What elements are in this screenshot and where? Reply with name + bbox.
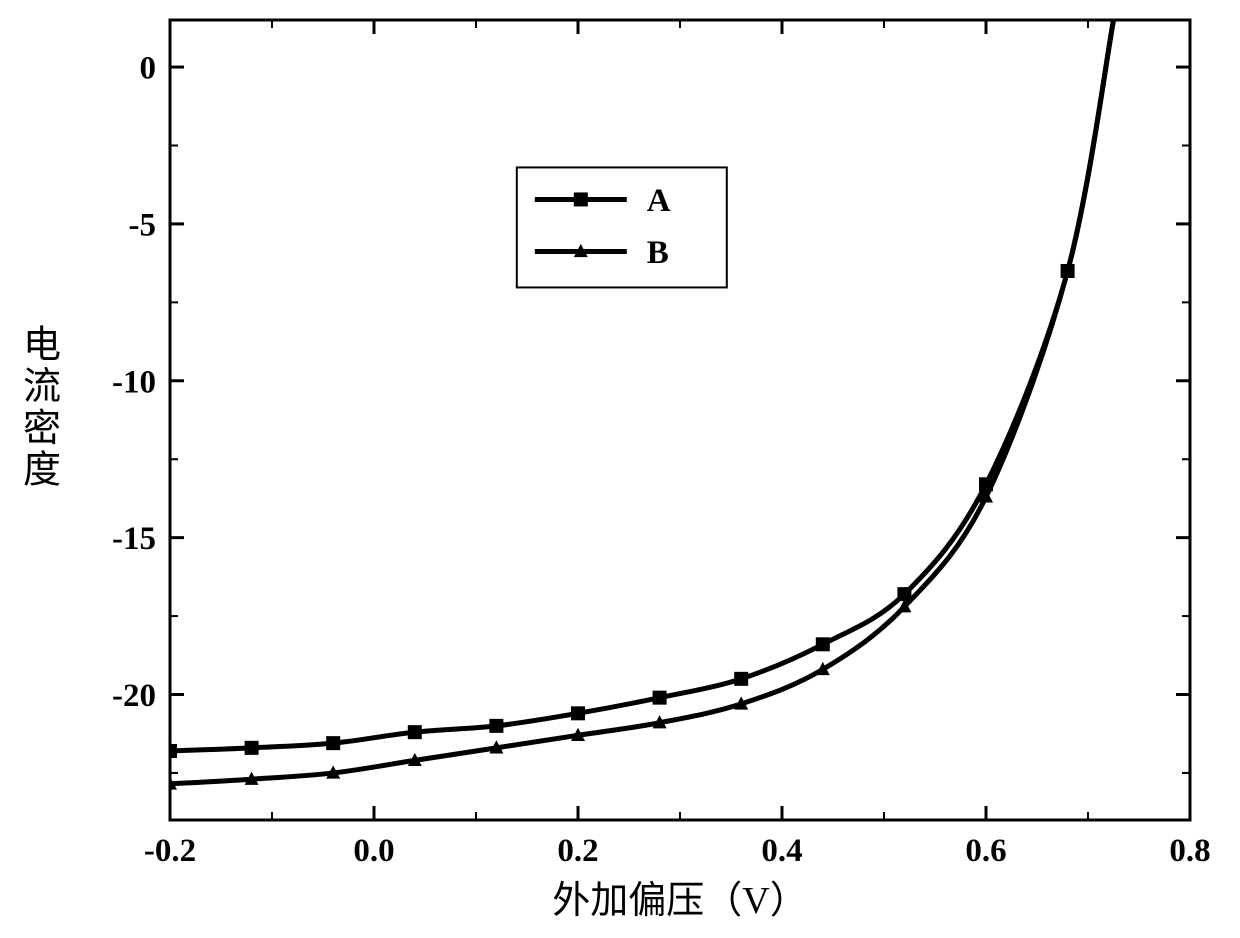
x-tick-label: -0.2 xyxy=(144,833,196,869)
y-tick-label: -5 xyxy=(129,207,157,243)
jv-curve-chart: -0.2 0.0 0.2 0.4 0.6 0.8 -20 -15 -10 -5 0 AB 外加偏压（V）… xyxy=(0,0,1240,938)
y-tick-label: -10 xyxy=(112,364,156,400)
square-marker xyxy=(816,637,830,651)
x-tick-label: 0.0 xyxy=(353,833,394,869)
x-axis-label: 外加偏压（V） xyxy=(552,880,807,922)
x-tick-label: 0.6 xyxy=(965,833,1006,869)
y-tick-label: -15 xyxy=(112,521,156,557)
y-axis-label-char: 电 xyxy=(23,324,61,366)
square-marker xyxy=(653,691,667,705)
y-tick-label: -20 xyxy=(112,678,156,714)
x-tick-label: 0.8 xyxy=(1169,833,1210,869)
x-tick-label: 0.4 xyxy=(761,833,802,869)
square-marker xyxy=(734,672,748,686)
legend-label-A: A xyxy=(647,183,671,219)
square-marker xyxy=(571,706,585,720)
y-axis-label-char: 流 xyxy=(23,366,61,408)
square-marker xyxy=(574,192,588,206)
square-marker xyxy=(408,725,422,739)
y-tick-label: 0 xyxy=(140,51,157,87)
square-marker xyxy=(326,736,340,750)
square-marker xyxy=(489,719,503,733)
x-tick-label: 0.2 xyxy=(557,833,598,869)
y-axis-label-char: 度 xyxy=(23,450,61,492)
legend-label-B: B xyxy=(647,235,669,271)
square-marker xyxy=(245,741,259,755)
y-axis-label-char: 密 xyxy=(23,408,61,450)
